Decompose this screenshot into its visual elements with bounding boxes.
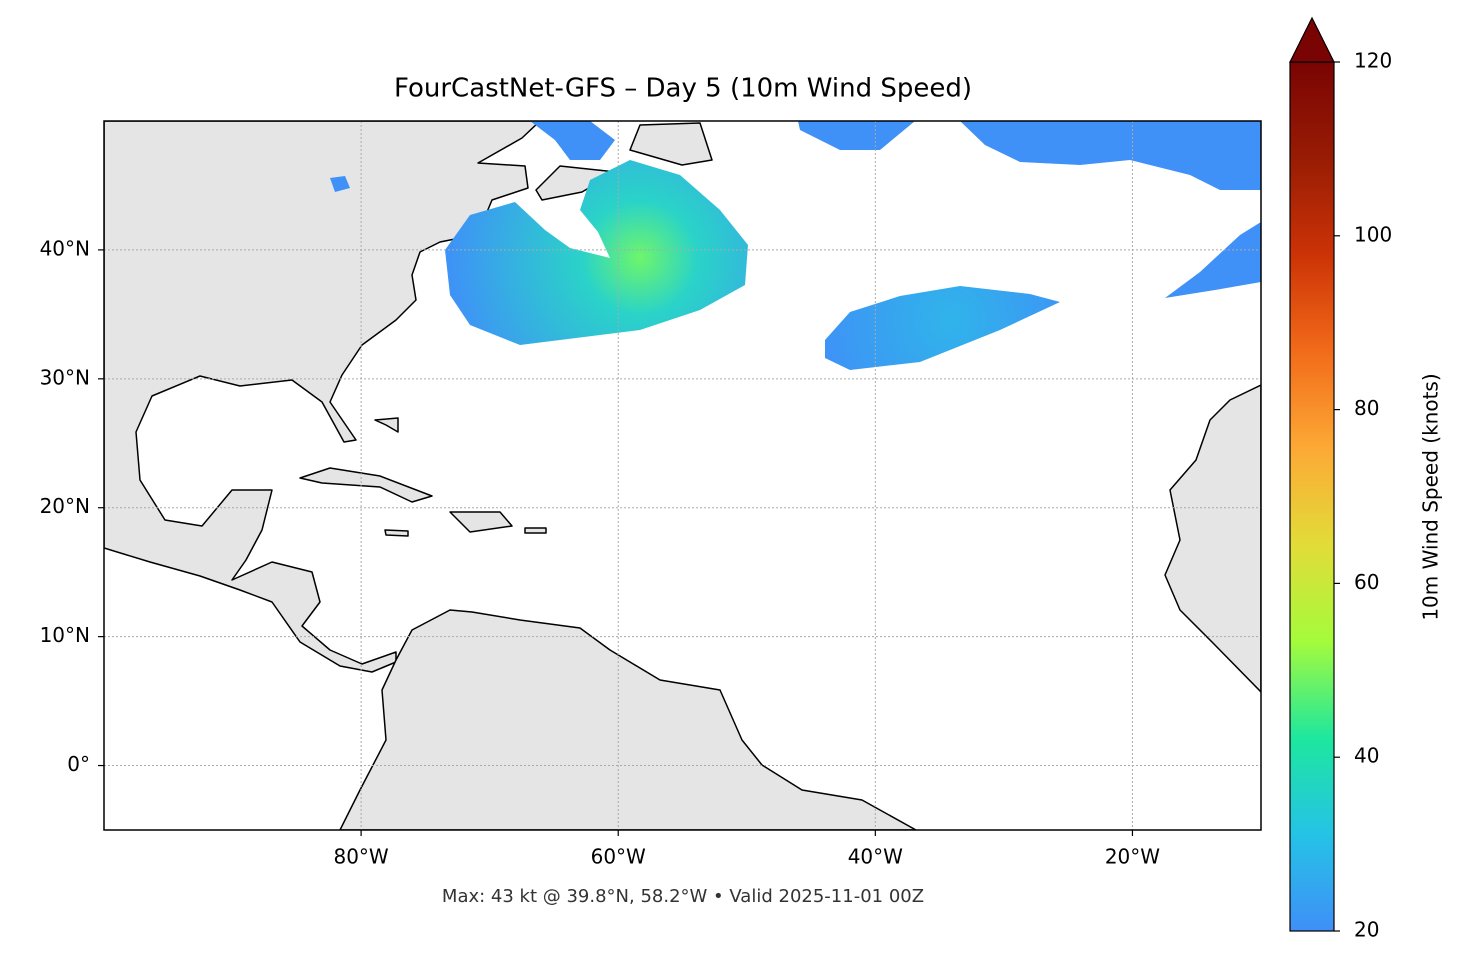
colorbar-tick-label: 60 <box>1354 570 1379 594</box>
x-tick-label: 20°W <box>1105 845 1160 869</box>
colorbar-tick-label: 80 <box>1354 396 1379 420</box>
colorbar: 20 40 60 80 100 120 <box>1289 16 1392 942</box>
x-tick-label: 60°W <box>591 845 646 869</box>
wind-field <box>960 121 1261 190</box>
y-tick-label: 20°N <box>40 494 90 518</box>
y-tick-label: 0° <box>67 752 90 776</box>
wind-field <box>530 121 615 160</box>
map-area <box>104 121 1261 830</box>
y-tick-label: 40°N <box>40 236 90 260</box>
colorbar-tick-label: 20 <box>1354 918 1379 942</box>
colorbar-tick-label: 40 <box>1354 744 1379 768</box>
y-tick-label: 10°N <box>40 623 90 647</box>
colorbar-scale <box>1289 61 1335 932</box>
wind-field <box>445 160 748 345</box>
annotation: Max: 43 kt @ 39.8°N, 58.2°W • Valid 2025… <box>442 886 924 907</box>
x-tick-label: 40°W <box>848 845 903 869</box>
land <box>384 529 409 537</box>
wind-field <box>1165 222 1261 298</box>
wind-field <box>825 286 1060 370</box>
chart-title: FourCastNet-GFS – Day 5 (10m Wind Speed) <box>394 74 972 104</box>
land <box>1164 384 1261 693</box>
wind-field <box>330 176 350 192</box>
land <box>535 165 617 201</box>
colorbar-tick-label: 100 <box>1354 222 1392 246</box>
gridlines <box>104 121 1261 830</box>
colorbar-tick-label: 120 <box>1354 49 1392 73</box>
colorbar-extend <box>1289 16 1335 63</box>
land <box>524 527 547 534</box>
colorbar-label: 10m Wind Speed (knots) <box>1419 373 1443 620</box>
wind-field <box>798 121 915 150</box>
y-tick-label: 30°N <box>40 365 90 389</box>
land <box>629 122 713 166</box>
land <box>449 511 513 533</box>
x-tick-label: 80°W <box>333 845 388 869</box>
land <box>339 609 917 830</box>
land <box>299 467 433 503</box>
axes-frame <box>103 120 1262 831</box>
land <box>374 417 399 433</box>
